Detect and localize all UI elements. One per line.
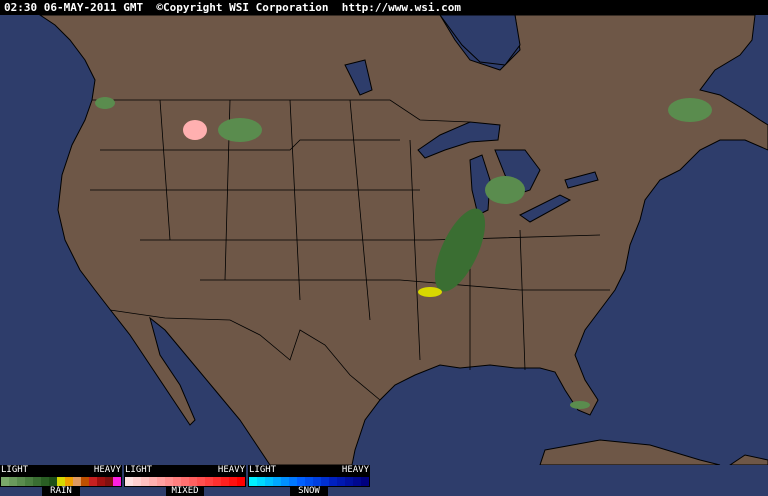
echo-montana [218,118,262,142]
borders [90,99,610,401]
lake-huron [494,149,541,196]
color-swatch [257,477,265,486]
header-bar: 02:30 06-MAY-2011 GMT ©Copyright WSI Cor… [0,0,768,15]
color-swatch [133,477,141,486]
color-swatch [205,477,213,486]
echo-tennessee [418,287,442,297]
radar-echoes [95,97,712,409]
lake-winnipeg [344,59,373,96]
color-swatch [65,477,73,486]
hispaniola [729,454,768,465]
color-swatch [197,477,205,486]
legend-light-label: LIGHT [125,465,153,475]
color-swatch [329,477,337,486]
color-swatch [113,477,121,486]
color-scale [124,476,246,487]
color-swatch [97,477,105,486]
legend-heavy-label: HEAVY [217,465,245,475]
color-swatch [237,477,245,486]
color-swatch [289,477,297,486]
legend-heavy-label: HEAVY [341,465,369,475]
color-swatch [73,477,81,486]
echo-idaho-mixed [183,120,207,140]
color-scale [248,476,370,487]
color-swatch [189,477,197,486]
color-swatch [361,477,369,486]
radar-map [0,15,768,465]
color-swatch [213,477,221,486]
url[interactable]: http://www.wsi.com [341,1,461,14]
hudson-bay [439,15,521,66]
color-swatch [89,477,97,486]
color-swatch [9,477,17,486]
color-swatch [229,477,237,486]
color-swatch [173,477,181,486]
color-swatch [57,477,65,486]
lake-erie [519,194,572,223]
echo-michigan [485,176,525,204]
color-swatch [149,477,157,486]
color-swatch [273,477,281,486]
color-swatch [321,477,329,486]
lake-michigan [469,154,491,216]
color-swatch [313,477,321,486]
color-swatch [41,477,49,486]
color-swatch [165,477,173,486]
legend-light-label: LIGHT [249,465,277,475]
color-swatch [305,477,313,486]
color-swatch [345,477,353,486]
color-swatch [49,477,57,486]
legend-name: SNOW [290,487,328,496]
legend-heavy-label: HEAVY [93,465,121,475]
lake-ontario [564,171,599,189]
cuba [539,439,721,465]
echo-washington [95,97,115,109]
color-swatch [353,477,361,486]
us-mexico-border [109,309,381,401]
legend-name: MIXED [166,487,204,496]
echo-florida [570,401,590,409]
color-swatch [81,477,89,486]
color-swatch [1,477,9,486]
color-swatch [281,477,289,486]
timestamp: 02:30 06-MAY-2011 GMT [4,1,144,14]
color-swatch [125,477,133,486]
color-swatch [181,477,189,486]
copyright: ©Copyright WSI Corporation [156,1,329,14]
legend-mixed: LIGHT HEAVY MIXED [124,465,246,496]
legend-light-label: LIGHT [1,465,29,475]
color-swatch [157,477,165,486]
color-swatch [17,477,25,486]
color-swatch [33,477,41,486]
color-swatch [249,477,257,486]
color-swatch [141,477,149,486]
color-swatch [25,477,33,486]
legend-name: RAIN [42,487,80,496]
color-swatch [221,477,229,486]
legend-rain: LIGHT HEAVY RAIN [0,465,122,496]
legend-snow: LIGHT HEAVY SNOW [248,465,370,496]
us-canada-border [92,99,471,123]
echo-midwest [434,208,486,292]
echo-maine [668,98,712,122]
color-swatch [105,477,113,486]
color-swatch [265,477,273,486]
color-scale [0,476,122,487]
color-swatch [297,477,305,486]
color-swatch [337,477,345,486]
lake-superior [417,121,501,159]
